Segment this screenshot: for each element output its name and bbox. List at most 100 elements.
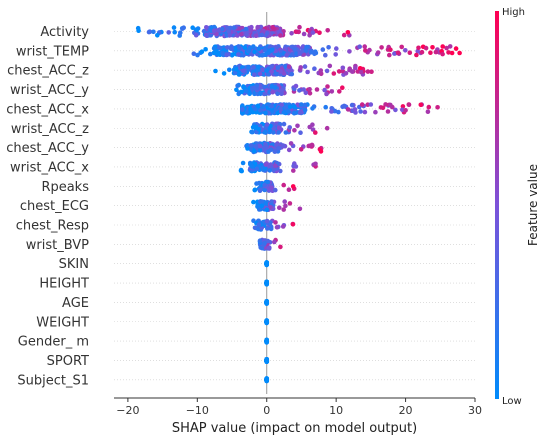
colorbar-title: Feature value — [526, 164, 540, 246]
shap-point — [271, 167, 276, 173]
shap-point — [292, 128, 297, 133]
shap-point — [347, 67, 352, 73]
shap-point — [244, 31, 249, 37]
shap-point — [272, 239, 277, 245]
shap-point — [414, 52, 419, 58]
shap-point — [258, 187, 263, 192]
shap-point — [340, 65, 346, 71]
shap-point — [171, 25, 177, 30]
shap-point — [353, 65, 358, 71]
shap-point — [287, 201, 293, 206]
shap-point — [191, 51, 197, 56]
shap-point — [293, 164, 299, 169]
x-axis-title: SHAP value (impact on model output) — [172, 421, 417, 436]
shap-point — [444, 45, 449, 51]
shap-point — [290, 184, 296, 189]
shap-point — [312, 66, 317, 71]
shap-point — [253, 33, 259, 38]
shap-point — [362, 44, 368, 49]
shap-point — [264, 299, 270, 304]
shap-point — [252, 225, 258, 231]
shap-point — [260, 199, 265, 204]
shap-point — [208, 51, 213, 57]
shap-point — [308, 50, 314, 55]
shap-point — [307, 33, 312, 38]
shap-point — [297, 88, 302, 93]
shap-point — [307, 87, 312, 92]
shap-point — [252, 49, 257, 55]
shap-point — [265, 226, 270, 231]
feature-label: Activity — [40, 25, 89, 40]
shap-point — [240, 160, 246, 166]
shap-point — [199, 49, 205, 54]
feature-label: chest_ACC_z — [7, 64, 89, 79]
shap-point — [259, 32, 265, 38]
shap-point — [423, 45, 429, 51]
shap-point — [435, 105, 440, 110]
shap-point — [212, 50, 218, 55]
x-tick-label: −20 — [116, 404, 139, 417]
shap-point — [230, 52, 235, 57]
shap-point — [237, 26, 242, 31]
shap-point — [289, 68, 294, 73]
shap-point — [260, 67, 265, 72]
shap-point — [251, 199, 256, 205]
shap-point — [255, 64, 261, 70]
shap-point — [281, 207, 287, 212]
shap-point — [261, 28, 266, 34]
shap-point — [204, 25, 209, 30]
shap-point — [340, 68, 346, 74]
shap-point — [416, 45, 421, 51]
shap-point — [245, 143, 250, 148]
shap-point — [324, 91, 329, 97]
shap-point — [367, 47, 372, 53]
shap-point — [387, 52, 392, 58]
feature-label: Rpeaks — [41, 180, 89, 195]
colorbar-high-label: High — [502, 7, 525, 18]
shap-point — [264, 122, 270, 127]
shap-point — [301, 31, 307, 37]
shap-point — [358, 109, 363, 114]
shap-point — [268, 205, 273, 210]
shap-point — [232, 70, 238, 76]
shap-point — [275, 110, 280, 116]
shap-point — [252, 124, 258, 130]
shap-point — [317, 30, 322, 35]
shap-point — [323, 52, 328, 58]
shap-point — [273, 107, 278, 112]
shap-point — [357, 66, 363, 71]
feature-label: WEIGHT — [36, 315, 89, 330]
shap-point — [393, 107, 398, 113]
shap-point — [247, 47, 252, 52]
shap-point — [395, 50, 401, 55]
shap-point — [407, 50, 413, 55]
shap-point — [269, 104, 275, 109]
shap-point — [252, 106, 258, 112]
shap-point — [307, 124, 313, 130]
x-tick-label: 0 — [263, 404, 270, 417]
shap-point — [280, 224, 286, 229]
feature-labels: Activity wrist_TEMP chest_ACC_z wrist_ACC_y… — [6, 25, 89, 388]
shap-point — [375, 50, 381, 55]
shap-point — [151, 29, 156, 35]
x-tick-label: 20 — [399, 404, 413, 417]
shap-point — [264, 376, 270, 382]
x-tick-label: 30 — [468, 404, 482, 417]
shap-point — [318, 68, 324, 73]
shap-point — [419, 49, 425, 55]
shap-point — [265, 72, 271, 77]
shap-point — [340, 85, 345, 90]
shap-point — [428, 50, 433, 55]
shap-point — [291, 110, 297, 116]
shap-point — [258, 24, 264, 30]
shap-point — [243, 26, 249, 32]
shap-point — [329, 109, 334, 114]
shap-point — [403, 48, 408, 53]
shap-point — [313, 161, 318, 167]
shap-point — [213, 68, 218, 74]
shap-point — [273, 220, 278, 225]
shap-point — [285, 108, 291, 114]
shap-point — [380, 105, 386, 111]
shap-point — [281, 110, 287, 115]
